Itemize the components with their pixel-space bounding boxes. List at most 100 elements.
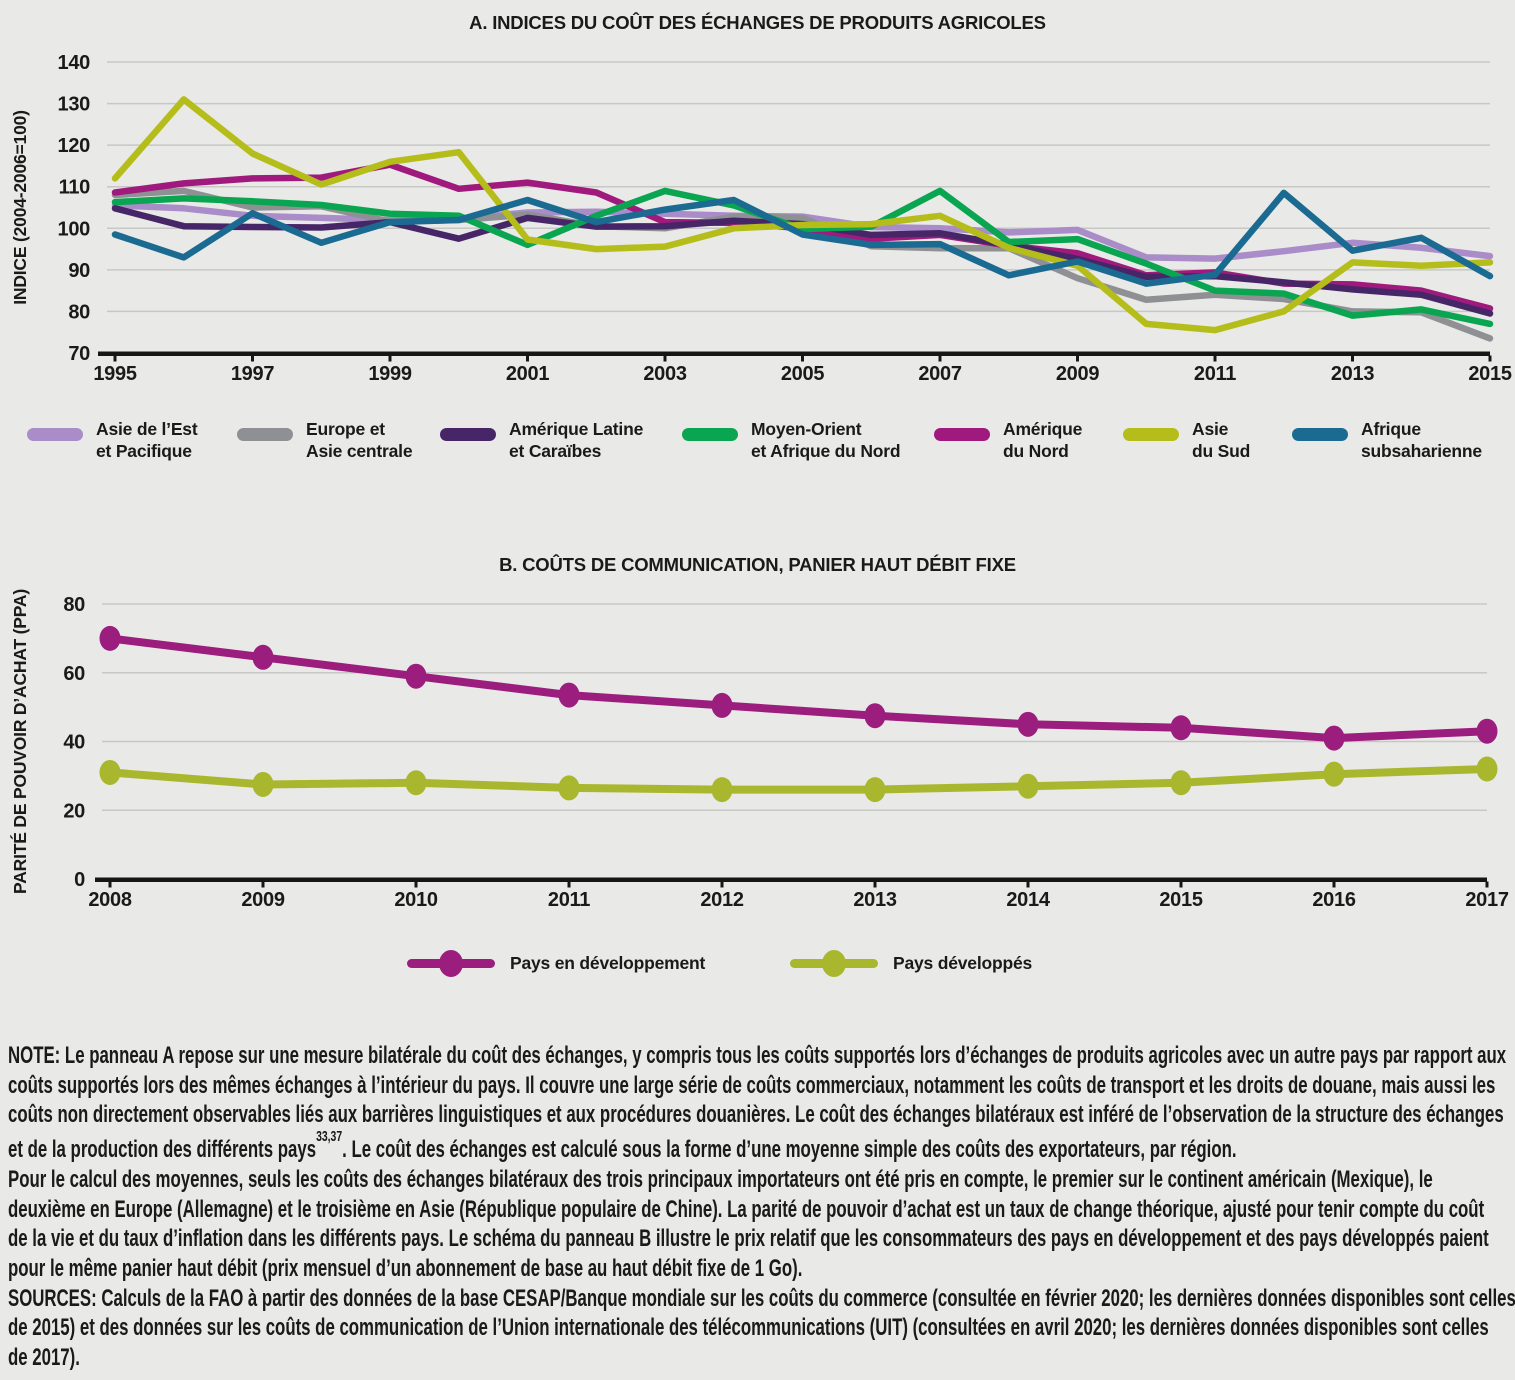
chart-b-y-axis-title: PARITÉ DE POUVOIR D’ACHAT (PPA) [9, 589, 30, 894]
series-marker [711, 692, 733, 718]
x-tick-label: 2011 [548, 889, 590, 911]
x-tick [1488, 355, 1492, 362]
x-tick [1332, 881, 1336, 888]
y-tick-label: 80 [63, 594, 85, 616]
legend-a-label: Moyen-Orient et Afrique du Nord [751, 419, 901, 462]
legend-a-swatch [1123, 428, 1179, 441]
legend-b-label: Pays développés [893, 952, 1033, 973]
panel-b-title: B. COÛTS DE COMMUNICATION, PANIER HAUT D… [499, 554, 1016, 575]
chart-b-series [99, 625, 1498, 803]
series-line-1 [106, 634, 1491, 743]
x-tick-label: 2017 [1465, 889, 1508, 911]
note-line-4: et de la production des différents pays3… [8, 1129, 1515, 1165]
chart-b-gridlines [102, 603, 1487, 811]
x-tick [801, 355, 804, 362]
x-tick [526, 355, 529, 362]
legend-label-line: Europe et [306, 419, 385, 439]
note-line-2: coûts supportés lors des mêmes échanges … [8, 1071, 1496, 1099]
y-tick-label: 120 [58, 135, 91, 157]
panel-a-legend: Asie de l’Est et Pacifique Europe et Asie c… [0, 419, 1515, 479]
legend-a-label: Amérique du Nord [1003, 419, 1082, 462]
legend-a-swatch [682, 428, 738, 441]
legend-label-line: et Afrique du Nord [751, 440, 901, 461]
x-tick [873, 881, 877, 888]
y-tick-label: 100 [58, 218, 91, 240]
y-tick-label: 0 [74, 869, 85, 891]
note-block: NOTE: Le panneau A repose sur une mesure… [8, 1041, 1515, 1373]
y-tick-label: 80 [68, 301, 90, 323]
legend-label-line: Asie [1192, 419, 1229, 439]
note-line-10: de 2015) et des données sur les coûts de… [8, 1314, 1489, 1342]
note-line-9: SOURCES: Calculs de la FAO à partir des … [8, 1284, 1515, 1312]
legend-a-swatch [440, 428, 496, 441]
x-tick [388, 355, 392, 362]
series-marker [252, 644, 274, 670]
x-tick-label: 2003 [643, 363, 686, 385]
legend-label-line: Moyen-Orient [751, 419, 862, 439]
series-marker [558, 775, 580, 801]
series-line-7 [111, 189, 1494, 287]
series-marker [1170, 770, 1192, 796]
legend-b-swatch [790, 948, 878, 978]
x-tick [108, 881, 112, 888]
chart-b: 0 20 40 60 80 2008 2009 2010 2011 2012 2013 2014 201… [9, 589, 1509, 911]
x-tick-label: 1995 [93, 363, 136, 385]
y-tick-label: 40 [63, 732, 85, 754]
x-tick [251, 355, 254, 362]
note-text: . Le coût des échanges est calculé sous … [342, 1136, 1237, 1164]
y-tick-label: 70 [68, 343, 90, 365]
panel-b-legend: Pays en développement Pays développés [0, 948, 1515, 994]
legend-b-swatch [407, 948, 495, 978]
legend-label-line: Asie centrale [306, 440, 413, 461]
legend-a-swatch [237, 428, 293, 441]
series-marker [99, 759, 121, 785]
legend-a-swatch [1292, 428, 1348, 441]
x-tick-label: 2016 [1312, 889, 1355, 911]
chart-a-y-axis-title: INDICE (2004-2006=100) [10, 110, 30, 305]
legend-label-line: Afrique [1361, 419, 1421, 439]
series-line-6 [111, 96, 1494, 334]
x-tick [1351, 355, 1354, 362]
x-tick-label: 2009 [241, 889, 284, 911]
series-marker [558, 682, 580, 708]
chart-b-x-tick-labels: 2008 2009 2010 2011 2012 2013 2014 2015 2016 2017 [88, 881, 1509, 911]
y-tick-label: 60 [63, 663, 85, 685]
legend-a-label: Afrique subsaharienne [1361, 419, 1482, 462]
x-tick-label: 2011 [1194, 363, 1236, 385]
series-marker [405, 663, 427, 689]
series-marker [252, 771, 274, 797]
note-line-6: deuxième en Europe (Allemagne) et le tro… [8, 1195, 1485, 1223]
x-tick [1179, 881, 1183, 888]
x-tick-label: 2014 [1006, 889, 1050, 911]
note-line-5: Pour le calcul des moyennes, seuls les c… [8, 1165, 1433, 1193]
legend-a-label: Asie de l’Est et Pacifique [96, 419, 198, 462]
series-marker [864, 777, 886, 803]
legend-b-item-1: Pays en développement [407, 948, 705, 978]
series-marker [405, 770, 427, 796]
legend-a-item-3: Amérique Latine et Caraïbes [440, 419, 643, 462]
legend-a-item-2: Europe et Asie centrale [237, 419, 413, 462]
series-marker [1476, 756, 1498, 782]
chart-a-x-axis [98, 351, 1490, 356]
legend-a-swatch [27, 428, 83, 441]
y-tick-label: 90 [68, 260, 90, 282]
legend-label-line: du Sud [1192, 440, 1251, 461]
x-tick-label: 2015 [1468, 363, 1511, 385]
note-line-8: pour le même panier haut débit (prix men… [8, 1254, 803, 1282]
x-tick [1076, 355, 1079, 362]
x-tick-label: 2001 [506, 363, 549, 385]
x-tick-label: 2007 [918, 363, 961, 385]
legend-label-line: subsaharienne [1361, 440, 1482, 461]
note-line-7: de la vie et du taux d’inflation dans le… [8, 1225, 1489, 1253]
x-tick-label: 2013 [1331, 363, 1374, 385]
legend-a-item-4: Moyen-Orient et Afrique du Nord [682, 419, 901, 462]
legend-label-line: du Nord [1003, 440, 1069, 461]
x-tick-label: 2012 [700, 889, 743, 911]
series-line-4 [111, 187, 1494, 328]
legend-label-line: et Pacifique [96, 440, 192, 461]
chart-b-y-tick-labels: 0 20 40 60 80 [63, 594, 85, 891]
x-tick-label: 2005 [781, 363, 824, 385]
x-tick-label: 2015 [1159, 889, 1202, 911]
